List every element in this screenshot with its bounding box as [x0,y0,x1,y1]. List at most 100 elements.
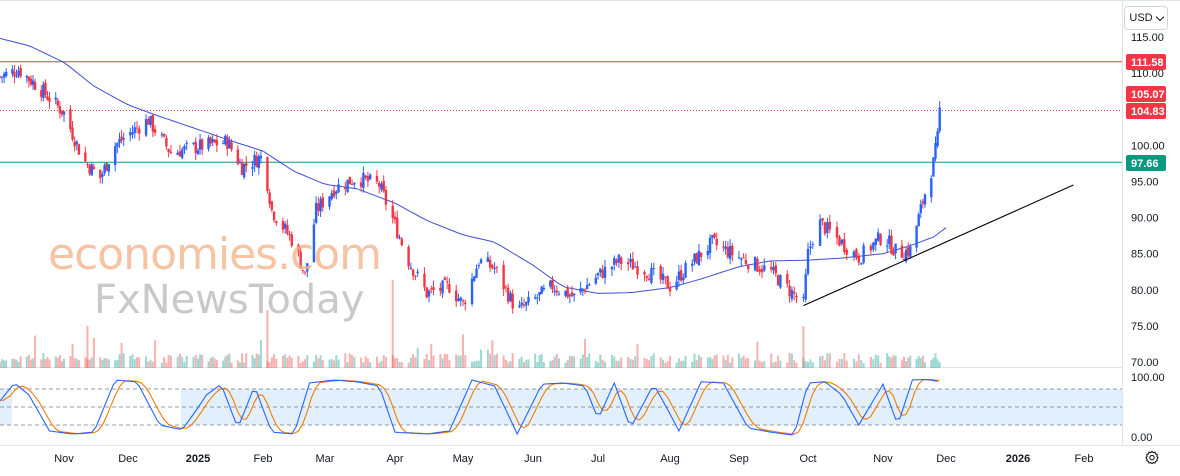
volume-bar [772,362,775,368]
volume-bar [774,361,777,368]
volume-bar [713,355,716,368]
candle-body [506,287,510,302]
candle-body [874,238,877,245]
candle-body [286,225,289,234]
volume-bar [129,356,132,368]
candle-body [495,266,499,268]
gear-icon[interactable] [1144,450,1160,466]
volume-bar [366,358,369,368]
candle-body [147,118,150,125]
candle-body [650,267,653,284]
candle-body [73,141,76,147]
candle-body [568,295,572,297]
volume-bar [317,358,320,368]
volume-bar [192,357,195,368]
volume-bar [105,358,108,368]
candle-body [821,218,824,221]
time-axis-tick-label: Feb [1075,453,1094,465]
volume-bar [549,361,552,368]
candle-body [56,100,60,106]
candle-body [860,262,863,265]
volume-bar [412,354,415,368]
candle-body [862,245,865,263]
candle-body [610,266,614,270]
volume-bar [259,340,262,368]
time-axis-tick-label: Mar [316,453,335,465]
candle-body [457,298,460,302]
candle-body [585,284,589,290]
volume-bar [425,354,428,368]
volume-bar [843,353,846,368]
volume-bar [353,356,356,368]
candle-body [659,266,662,280]
volume-bar [486,349,489,368]
candle-body [615,259,618,264]
volume-bar [17,361,20,368]
volume-bar [581,354,584,368]
candle-body [470,278,474,304]
candle-body [869,245,873,251]
candle-body [459,297,462,301]
volume-bar [194,355,197,368]
volume-bar [154,340,157,368]
volume-bar [636,344,639,368]
candle-body [215,139,219,146]
volume-bar [558,358,560,368]
volume-bar [615,360,618,368]
candle-body [4,71,8,77]
volume-bar [380,360,383,368]
candle-body [840,239,844,244]
candle-body [473,276,476,281]
volume-bar [42,353,45,368]
time-axis-tick-label: Aug [660,453,680,465]
candle-body [240,162,244,175]
volume-bar [226,355,229,368]
candle-body [504,286,508,288]
volume-bar [852,358,855,368]
volume-bar [416,347,419,368]
candle-body [165,137,168,147]
volume-bar [473,361,476,368]
currency-selector[interactable]: USD [1124,6,1168,30]
candle-body [270,201,274,210]
volume-bar [228,353,231,368]
volume-bar [163,356,166,368]
candle-body [795,296,798,298]
volume-bar [266,310,269,368]
volume-bar [480,349,483,368]
volume-bar [181,356,184,368]
candle-body [29,78,33,85]
time-axis-tick-label: Jul [591,453,605,465]
candle-body [101,173,104,177]
candle-body [722,246,725,248]
candle-body [740,258,743,261]
volume-bar [457,355,460,368]
volume-bar [588,353,591,368]
candle-body [742,257,745,259]
candle-body [542,287,546,290]
candle-body [747,264,750,270]
candle-body [572,293,576,296]
candle-body [594,277,598,284]
volume-bar [138,357,141,368]
price-tag [1126,103,1166,119]
volume-bar [907,357,910,368]
trendline [803,184,1074,307]
candle-body [382,180,385,192]
candle-body [297,244,300,252]
candle-body [71,127,74,140]
candle-body [312,224,316,263]
volume-bar [599,354,602,368]
volume-bar [304,359,307,368]
candle-body [330,193,333,199]
volume-bar [874,354,877,368]
candle-body [31,80,35,86]
candle-body [904,249,908,262]
candle-body [69,109,72,130]
candle-body [27,76,31,81]
volume-bar [597,362,599,368]
candle-body [693,253,696,262]
volume-bar [290,357,293,368]
time-axis-tick-label: Oct [799,453,816,465]
